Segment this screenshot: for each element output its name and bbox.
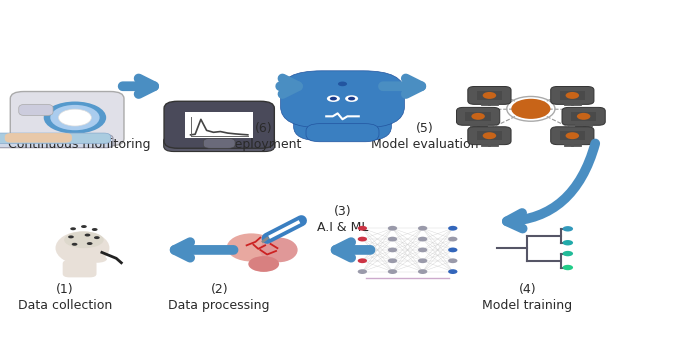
Text: Model evaluation: Model evaluation <box>371 138 478 151</box>
FancyBboxPatch shape <box>551 127 594 145</box>
Circle shape <box>338 82 347 86</box>
Text: (5): (5) <box>416 122 434 135</box>
Circle shape <box>388 258 397 263</box>
Text: Data processing: Data processing <box>169 298 270 312</box>
Circle shape <box>511 99 551 119</box>
Circle shape <box>388 237 397 241</box>
Circle shape <box>562 240 573 245</box>
Text: Continuous monitoring: Continuous monitoring <box>8 138 150 151</box>
Circle shape <box>94 236 100 239</box>
Circle shape <box>388 269 397 274</box>
Circle shape <box>336 130 349 137</box>
Circle shape <box>566 92 579 99</box>
Text: Data collection: Data collection <box>18 298 112 312</box>
FancyBboxPatch shape <box>477 91 502 100</box>
Circle shape <box>85 234 90 237</box>
FancyBboxPatch shape <box>18 104 53 115</box>
Circle shape <box>418 237 427 241</box>
Ellipse shape <box>64 232 103 248</box>
Circle shape <box>321 130 336 137</box>
Ellipse shape <box>87 256 107 263</box>
Circle shape <box>448 258 458 263</box>
Text: Deployment: Deployment <box>225 138 302 151</box>
FancyBboxPatch shape <box>560 131 585 140</box>
Circle shape <box>418 226 427 231</box>
FancyBboxPatch shape <box>5 133 72 143</box>
FancyBboxPatch shape <box>63 260 97 277</box>
FancyBboxPatch shape <box>164 136 275 151</box>
Circle shape <box>577 113 590 120</box>
Text: (2): (2) <box>210 283 228 296</box>
FancyBboxPatch shape <box>560 91 585 100</box>
Circle shape <box>327 95 340 102</box>
Circle shape <box>358 269 367 274</box>
Circle shape <box>81 225 87 228</box>
Circle shape <box>418 269 427 274</box>
Circle shape <box>71 227 76 230</box>
Circle shape <box>448 247 458 252</box>
FancyBboxPatch shape <box>456 107 500 125</box>
Circle shape <box>5 136 13 140</box>
FancyBboxPatch shape <box>281 71 404 128</box>
FancyBboxPatch shape <box>0 133 110 144</box>
Circle shape <box>58 109 91 126</box>
FancyBboxPatch shape <box>468 87 511 104</box>
Ellipse shape <box>55 231 110 265</box>
FancyBboxPatch shape <box>294 96 391 141</box>
FancyBboxPatch shape <box>306 124 379 142</box>
Circle shape <box>358 247 367 252</box>
FancyBboxPatch shape <box>0 135 113 148</box>
Circle shape <box>92 228 97 231</box>
Circle shape <box>562 265 573 270</box>
Circle shape <box>358 258 367 263</box>
Circle shape <box>388 226 397 231</box>
Circle shape <box>68 235 74 238</box>
FancyBboxPatch shape <box>185 112 253 138</box>
Text: (4): (4) <box>519 283 536 296</box>
FancyBboxPatch shape <box>571 112 596 121</box>
Circle shape <box>388 247 397 252</box>
Text: Model training: Model training <box>482 298 573 312</box>
Text: A.I & ML: A.I & ML <box>316 221 369 234</box>
Text: (6): (6) <box>255 122 273 135</box>
Ellipse shape <box>227 233 276 262</box>
Circle shape <box>483 132 496 139</box>
Ellipse shape <box>260 238 297 262</box>
Circle shape <box>358 226 367 231</box>
FancyBboxPatch shape <box>328 102 357 113</box>
Circle shape <box>483 92 496 99</box>
Circle shape <box>50 105 99 130</box>
Circle shape <box>562 226 573 232</box>
Circle shape <box>566 132 579 139</box>
Circle shape <box>329 97 337 100</box>
FancyBboxPatch shape <box>203 138 235 148</box>
FancyBboxPatch shape <box>466 112 490 121</box>
Circle shape <box>448 269 458 274</box>
Text: (7): (7) <box>70 122 88 135</box>
Circle shape <box>44 101 106 134</box>
Circle shape <box>418 247 427 252</box>
Circle shape <box>418 258 427 263</box>
Text: (1): (1) <box>56 283 74 296</box>
Circle shape <box>448 226 458 231</box>
FancyBboxPatch shape <box>477 131 502 140</box>
Circle shape <box>562 251 573 256</box>
Circle shape <box>87 242 92 245</box>
FancyBboxPatch shape <box>164 101 274 148</box>
Circle shape <box>72 243 77 246</box>
Text: (3): (3) <box>334 205 351 218</box>
FancyBboxPatch shape <box>468 127 511 145</box>
Circle shape <box>349 130 364 137</box>
FancyBboxPatch shape <box>562 107 606 125</box>
Ellipse shape <box>249 256 279 272</box>
Circle shape <box>358 237 367 241</box>
Circle shape <box>348 97 356 100</box>
FancyBboxPatch shape <box>10 92 124 146</box>
Circle shape <box>448 237 458 241</box>
Circle shape <box>471 113 485 120</box>
Circle shape <box>345 95 358 102</box>
FancyBboxPatch shape <box>551 87 594 104</box>
